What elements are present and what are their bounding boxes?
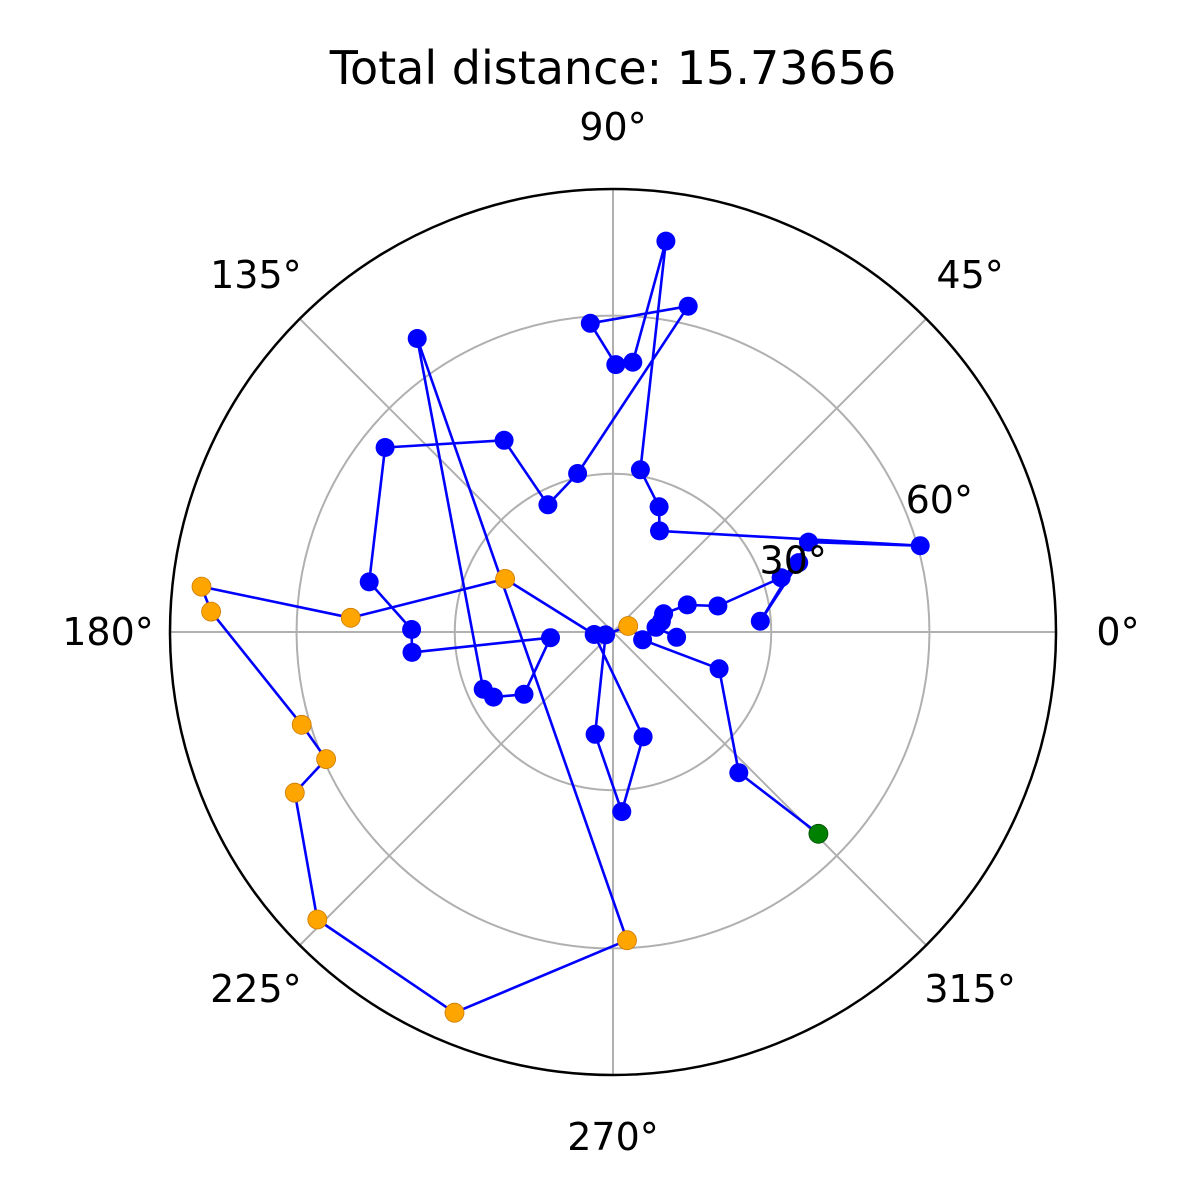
route-point — [799, 532, 818, 552]
route-point-highlight — [291, 714, 312, 735]
route-point — [585, 724, 605, 744]
theta-gridline-135 — [299, 318, 614, 633]
route-points-layer — [191, 231, 930, 1023]
route-point — [514, 684, 534, 704]
route-point — [667, 627, 687, 647]
route-point — [580, 313, 600, 333]
route-point — [771, 568, 791, 588]
route-point-highlight — [618, 616, 639, 636]
route-point-highlight — [284, 782, 305, 803]
route-point — [678, 296, 698, 316]
route-point — [708, 596, 728, 616]
route-point — [584, 625, 604, 644]
theta-tick-label: 270° — [567, 1115, 659, 1159]
theta-tick-label: 0° — [1096, 610, 1139, 654]
route-point-highlight — [201, 601, 222, 622]
route-point-start — [808, 823, 829, 844]
theta-gridline-315 — [612, 631, 927, 946]
route-point — [606, 355, 626, 375]
theta-tick-label: 90° — [579, 105, 646, 149]
theta-gridline-45 — [612, 318, 927, 633]
route-point — [612, 802, 632, 822]
route-point — [402, 642, 422, 662]
route-point — [541, 628, 560, 648]
route-point — [623, 352, 643, 372]
grid-layer — [168, 187, 1058, 1077]
theta-tick-label: 135° — [210, 253, 302, 297]
route-point — [494, 430, 514, 450]
route-point — [646, 617, 666, 637]
route-point — [359, 572, 379, 592]
route-point — [910, 536, 930, 556]
route-point — [630, 460, 650, 480]
route-point-highlight — [444, 1002, 465, 1023]
route-point — [538, 495, 558, 515]
route-point — [649, 497, 669, 517]
theta-gridline-225 — [299, 631, 614, 946]
route-point-highlight — [191, 576, 212, 597]
route-point-highlight — [340, 607, 361, 628]
route-point-highlight — [307, 909, 328, 930]
r-gridline-30 — [453, 472, 773, 792]
route-point — [750, 611, 770, 631]
route-point-highlight — [617, 930, 637, 951]
route-point — [402, 620, 422, 639]
theta-tick-label: 225° — [210, 967, 302, 1011]
route-point — [789, 553, 809, 573]
polar-frame — [168, 187, 1058, 1077]
theta-tick-label: 45° — [936, 253, 1003, 297]
chart-title: Total distance: 15.73656 — [329, 41, 897, 95]
theta-tick-label: 180° — [62, 610, 154, 654]
route-point — [375, 438, 395, 457]
route-point — [729, 763, 749, 783]
route-point-highlight — [316, 749, 337, 769]
route-point — [656, 231, 676, 251]
route-point — [677, 595, 697, 615]
r-tick-label: 60° — [906, 478, 973, 522]
theta-tick-label: 315° — [924, 967, 1016, 1011]
route-point — [633, 630, 653, 650]
route-point — [650, 521, 669, 541]
route-point-highlight — [495, 569, 516, 589]
r-tick-label: 30° — [760, 539, 827, 583]
route-point — [568, 464, 588, 483]
route-point — [407, 329, 427, 348]
route-point — [709, 659, 729, 679]
route-point — [633, 727, 653, 747]
route-point — [484, 687, 503, 707]
tick-label-layer: 0° 45° 90° 135° 180° 225° 270° 315° 30° 60° — [62, 105, 1139, 1159]
r-gridline-60 — [295, 314, 931, 950]
